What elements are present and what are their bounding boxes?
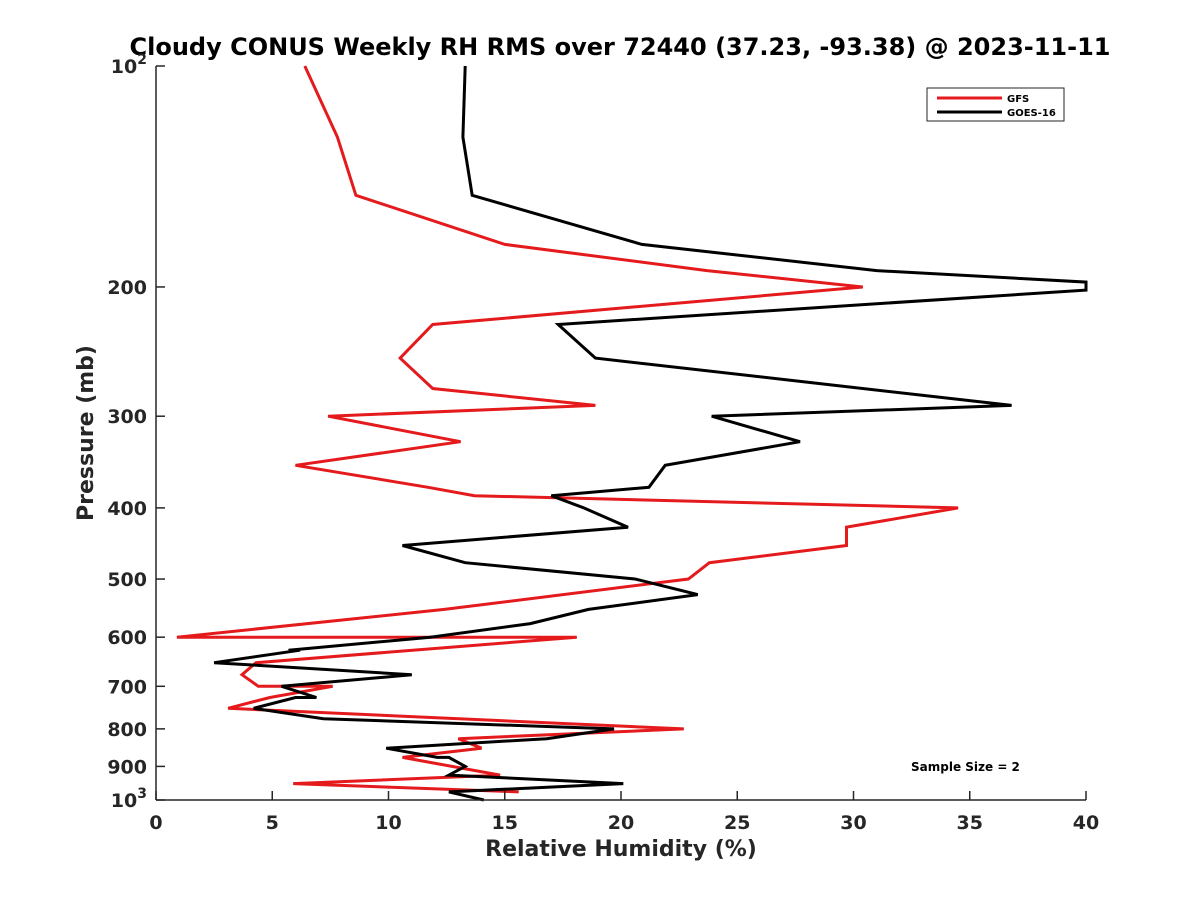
x-tick-label: 15 (492, 812, 518, 834)
x-tick-label: 40 (1073, 812, 1099, 834)
y-tick-label: 103 (111, 786, 147, 812)
x-tick-label: 35 (957, 812, 983, 834)
y-tick-label: 102 (111, 52, 147, 78)
y-tick-label: 200 (107, 277, 147, 299)
y-tick-label: 700 (107, 676, 147, 698)
series-line-gfs (176, 65, 959, 794)
chart-title: Cloudy CONUS Weekly RH RMS over 72440 (3… (130, 33, 1111, 61)
series-layer (176, 65, 1088, 802)
legend-label: GOES-16 (1007, 108, 1056, 119)
x-tick-label: 20 (608, 812, 634, 834)
legend-box (926, 87, 1065, 122)
legend-label: GFS (1007, 94, 1029, 105)
y-axis-label: Pressure (mb) (74, 345, 99, 521)
series-line-goes-16 (213, 65, 1088, 802)
y-ticks: 102 200 300 400 500 600 700 800 900 103 (107, 52, 165, 812)
y-tick-label: 900 (107, 756, 147, 778)
x-ticks: 0 5 10 15 20 25 30 35 40 (149, 791, 1099, 834)
x-axis-label: Relative Humidity (%) (485, 837, 757, 862)
x-tick-label: 25 (724, 812, 750, 834)
x-tick-label: 5 (266, 812, 279, 834)
x-tick-label: 0 (149, 812, 162, 834)
x-tick-label: 10 (375, 812, 401, 834)
legend-items: GFS GOES-16 (937, 94, 1056, 119)
x-tick-label: 30 (840, 812, 866, 834)
y-tick-label: 500 (107, 569, 147, 591)
y-tick-label: 300 (107, 406, 147, 428)
legend: GFS GOES-16 (926, 87, 1065, 122)
y-tick-label: 400 (107, 498, 147, 520)
sample-size-annotation: Sample Size = 2 (911, 760, 1020, 774)
y-tick-label: 800 (107, 719, 147, 741)
y-tick-label: 600 (107, 627, 147, 649)
